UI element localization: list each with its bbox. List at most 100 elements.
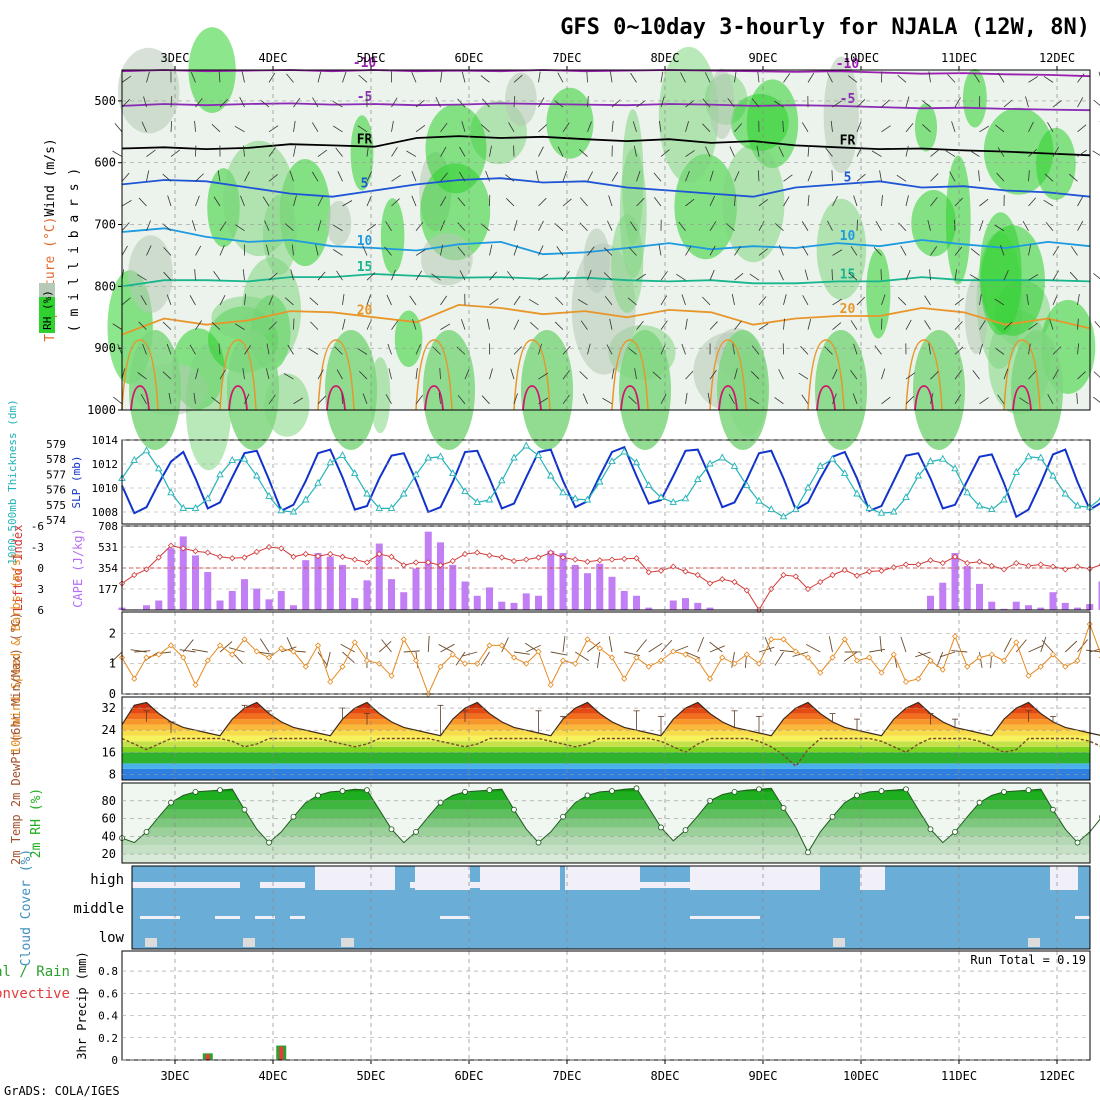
wind-barb [930,246,938,256]
wind-barb [219,245,225,256]
wind-barb [778,369,784,380]
rh-shade-blob [394,310,423,368]
wind-barb [954,394,962,405]
wind-speed-point [278,645,285,652]
wind-barb [386,294,392,306]
wind-barb [1077,294,1080,305]
wind-barb [734,320,742,330]
wind-barb [1077,220,1084,231]
cape-bar [1037,607,1045,610]
wind-barb [480,124,490,133]
wind-barb [897,296,907,306]
wind-barb [162,371,172,380]
wind-barb [577,299,588,306]
wind-barb [685,150,695,157]
panel-frame-upper [121,69,1091,411]
y-tick-pressure: 600 [94,156,116,170]
isotherm-30-loop [1012,385,1032,411]
wind-speed-point [216,642,224,649]
wind-barb [905,123,914,133]
isotherm-line [121,177,1091,198]
precip-ylabel: 3hr Precip (mm) [75,951,89,1059]
cape-bar [694,602,702,610]
wind-barb [315,244,319,256]
wind-barb [802,245,809,256]
wind-barb [195,245,202,256]
thickness-point [1012,467,1021,475]
thickness-point [326,458,335,466]
isotherm-30-loop [718,385,738,411]
x-tick-label-top: 8DEC [651,51,680,65]
precip-legend-total: Total / Rain [0,964,70,980]
thickness-point [608,457,616,465]
wind-speed-point [608,654,616,661]
wind-barb [538,220,544,231]
temp-band [122,719,1090,725]
cape-bar [669,600,677,610]
cloud-clear-high [1050,866,1078,890]
rh-shade-blob [185,343,232,471]
isotherm-30-loop [914,385,934,411]
wind-barb-10m [501,637,509,653]
lifted-index-point [510,557,518,565]
rh-shade-blob [816,198,867,300]
y-tick-slp: 1014 [92,434,119,447]
wind-barb [660,271,668,281]
wind-barb [366,171,372,182]
cape-bar [486,587,493,610]
wind-barb-10m [939,651,956,658]
wind-barb [459,171,466,182]
wind-barb [802,295,809,306]
wind-barb [850,246,858,256]
rh-point [1074,839,1081,846]
wind-barb [930,173,939,182]
wind-barb [850,320,858,330]
y-tick-slp: 1010 [92,482,119,495]
wind-barb [358,74,368,83]
wind-barb [242,145,245,157]
rh-point [168,799,174,806]
x-tick-label-top: 4DEC [259,51,288,65]
wind-barb [807,145,810,157]
x-tick-label-top: 10DEC [843,51,879,65]
lifted-index-point [131,571,138,579]
wind-barb [293,145,296,157]
isotherm-30-loop [424,385,444,411]
wind-speed-point [572,660,579,667]
isotherm-line [121,102,1091,112]
wind-barb [311,171,319,182]
wind-barb [262,196,270,207]
wind-barb [213,271,221,281]
wind-barb [928,343,931,355]
thickness-point [987,505,996,513]
thickness-point [1024,452,1033,460]
wind-barb [832,322,842,330]
wind-barb [507,271,515,281]
wind-barb [881,99,891,108]
rh-point [192,788,199,795]
cape-bar [927,595,934,610]
isotherm-label: 5 [361,177,369,192]
wind-barb [1028,170,1030,182]
wind-barb [334,346,343,355]
wind-speed-point [804,654,812,661]
rh-point [388,826,395,833]
wind-speed-point [939,666,946,673]
wind-barb [284,297,294,306]
wind-barb [856,146,863,157]
wind-barb [195,368,199,380]
wind-barb [853,195,858,207]
wind-barb [1076,392,1078,404]
wind-barb [630,72,637,83]
wind-barb [332,101,343,108]
wind-barb-10m [648,642,663,653]
rh-shade-blob [380,198,405,274]
y-tick-precip: 0.6 [98,987,118,1000]
wind-barb [194,269,196,281]
isotherm-25-loop [513,339,551,411]
cloud-clear-high-partial [132,882,240,888]
temp-ylabel: 2m Temp 2m DewPt (6hr Min/Max) (°C) [9,612,23,865]
wind-barb [1028,149,1038,157]
